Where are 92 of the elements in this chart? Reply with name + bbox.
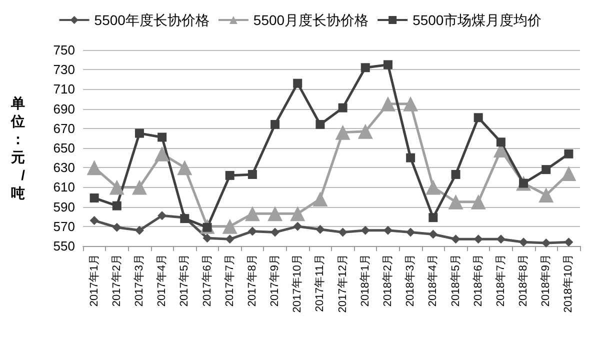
x-tick-label: 2018年4月: [427, 254, 440, 307]
point: [154, 146, 170, 162]
point: [270, 228, 280, 237]
point: [542, 165, 551, 174]
y-tick-label: 590: [53, 199, 75, 214]
point: [90, 216, 99, 226]
point: [268, 206, 283, 222]
point: [406, 228, 416, 237]
point: [316, 120, 325, 129]
point: [225, 170, 234, 180]
point: [428, 213, 438, 222]
point: [564, 149, 574, 158]
y-tick-label: 750: [53, 42, 75, 58]
point: [383, 60, 392, 70]
x-tick-label: 2017年8月: [246, 254, 258, 307]
point: [470, 194, 486, 210]
y-tick-label: 610: [53, 180, 75, 195]
point: [202, 234, 212, 243]
point: [134, 226, 144, 235]
legend-label: 5500月度长协价格: [253, 12, 369, 28]
point: [290, 206, 306, 222]
y-tick-label: 730: [53, 62, 75, 78]
point: [403, 96, 418, 112]
x-tick-label: 2018年8月: [518, 254, 530, 307]
point: [426, 180, 441, 195]
x-tick-label: 2018年7月: [494, 254, 507, 307]
y-tick-label: 650: [53, 140, 75, 156]
y-tick-label: 690: [53, 101, 75, 116]
point: [158, 211, 167, 220]
x-tick-label: 2017年1月: [88, 254, 100, 307]
x-tick-label: 2017年12月: [336, 254, 349, 313]
point: [496, 138, 506, 147]
legend-label: 5500市场煤月度均价: [412, 12, 542, 28]
point: [564, 238, 574, 247]
point: [474, 234, 483, 244]
point: [222, 218, 238, 234]
x-tick-label: 2018年2月: [382, 254, 394, 307]
point: [270, 120, 280, 129]
y-tick-label: 550: [53, 238, 75, 254]
point: [244, 206, 260, 222]
point: [380, 96, 396, 112]
x-tick-label: 2017年3月: [133, 254, 146, 307]
y-tick-label: 710: [53, 82, 75, 97]
point: [109, 180, 124, 195]
x-tick-label: 2017年5月: [178, 254, 191, 307]
x-tick-label: 2017年2月: [110, 254, 123, 307]
point: [335, 124, 350, 140]
point: [448, 194, 464, 210]
point: [177, 160, 192, 176]
point: [428, 230, 438, 239]
point: [358, 124, 373, 139]
x-tick-label: 2018年5月: [450, 254, 462, 307]
x-tick-label: 2017年10月: [292, 254, 304, 313]
y-axis-title: 单位：元/吨: [10, 95, 26, 201]
point: [112, 201, 122, 210]
x-tick-label: 2018年10月: [562, 254, 575, 313]
x-tick-label: 2018年6月: [472, 254, 484, 307]
point: [132, 180, 147, 195]
x-tick-label: 2017年6月: [201, 254, 214, 307]
point: [312, 191, 328, 206]
point: [90, 193, 99, 202]
y-tick-label: 670: [53, 120, 75, 136]
point: [474, 113, 483, 122]
point: [158, 132, 167, 142]
point: [538, 188, 554, 203]
point: [86, 160, 102, 176]
point: [248, 170, 257, 179]
point: [338, 103, 348, 112]
point: [451, 170, 460, 179]
point: [134, 128, 144, 138]
point: [561, 166, 576, 181]
point: [451, 234, 460, 244]
point: [225, 234, 234, 244]
y-tick-label: 630: [53, 160, 75, 176]
x-tick-label: 2017年11月: [314, 254, 326, 312]
point: [248, 226, 257, 236]
x-tick-label: 2017年4月: [156, 254, 168, 307]
point: [316, 224, 325, 234]
x-tick-label: 2018年9月: [540, 254, 552, 307]
x-tick-label: 2017年9月: [269, 254, 282, 307]
y-tick-label: 570: [53, 218, 75, 234]
x-tick-label: 2017年7月: [224, 254, 236, 307]
point: [293, 222, 302, 231]
point: [338, 228, 348, 237]
point: [360, 226, 370, 235]
x-tick-label: 2018年1月: [359, 254, 372, 307]
point: [406, 153, 416, 162]
point: [360, 63, 370, 72]
legend-label: 5500年度长协价格: [94, 12, 210, 28]
x-tick-label: 2018年3月: [404, 254, 417, 307]
point: [293, 78, 302, 88]
point: [112, 222, 122, 232]
